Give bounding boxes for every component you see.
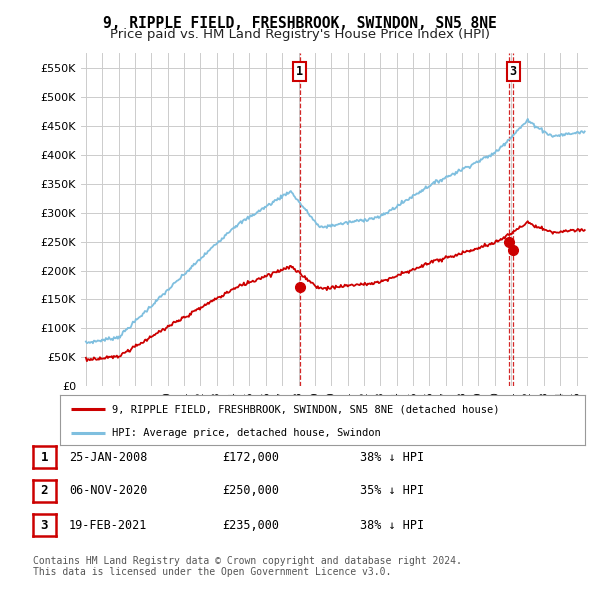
Text: 06-NOV-2020: 06-NOV-2020 xyxy=(69,484,148,497)
Text: Contains HM Land Registry data © Crown copyright and database right 2024.
This d: Contains HM Land Registry data © Crown c… xyxy=(33,556,462,578)
Text: 25-JAN-2008: 25-JAN-2008 xyxy=(69,451,148,464)
Text: Price paid vs. HM Land Registry's House Price Index (HPI): Price paid vs. HM Land Registry's House … xyxy=(110,28,490,41)
Text: £250,000: £250,000 xyxy=(222,484,279,497)
Text: 2: 2 xyxy=(41,484,48,497)
Text: 38% ↓ HPI: 38% ↓ HPI xyxy=(360,519,424,532)
Text: 9, RIPPLE FIELD, FRESHBROOK, SWINDON, SN5 8NE (detached house): 9, RIPPLE FIELD, FRESHBROOK, SWINDON, SN… xyxy=(113,404,500,414)
Text: 19-FEB-2021: 19-FEB-2021 xyxy=(69,519,148,532)
Text: 35% ↓ HPI: 35% ↓ HPI xyxy=(360,484,424,497)
Text: HPI: Average price, detached house, Swindon: HPI: Average price, detached house, Swin… xyxy=(113,428,381,438)
Text: 1: 1 xyxy=(41,451,48,464)
Text: 9, RIPPLE FIELD, FRESHBROOK, SWINDON, SN5 8NE: 9, RIPPLE FIELD, FRESHBROOK, SWINDON, SN… xyxy=(103,16,497,31)
Text: 1: 1 xyxy=(296,65,303,78)
Text: 3: 3 xyxy=(41,519,48,532)
Text: 38% ↓ HPI: 38% ↓ HPI xyxy=(360,451,424,464)
Text: £235,000: £235,000 xyxy=(222,519,279,532)
Text: £172,000: £172,000 xyxy=(222,451,279,464)
Text: 3: 3 xyxy=(509,65,517,78)
